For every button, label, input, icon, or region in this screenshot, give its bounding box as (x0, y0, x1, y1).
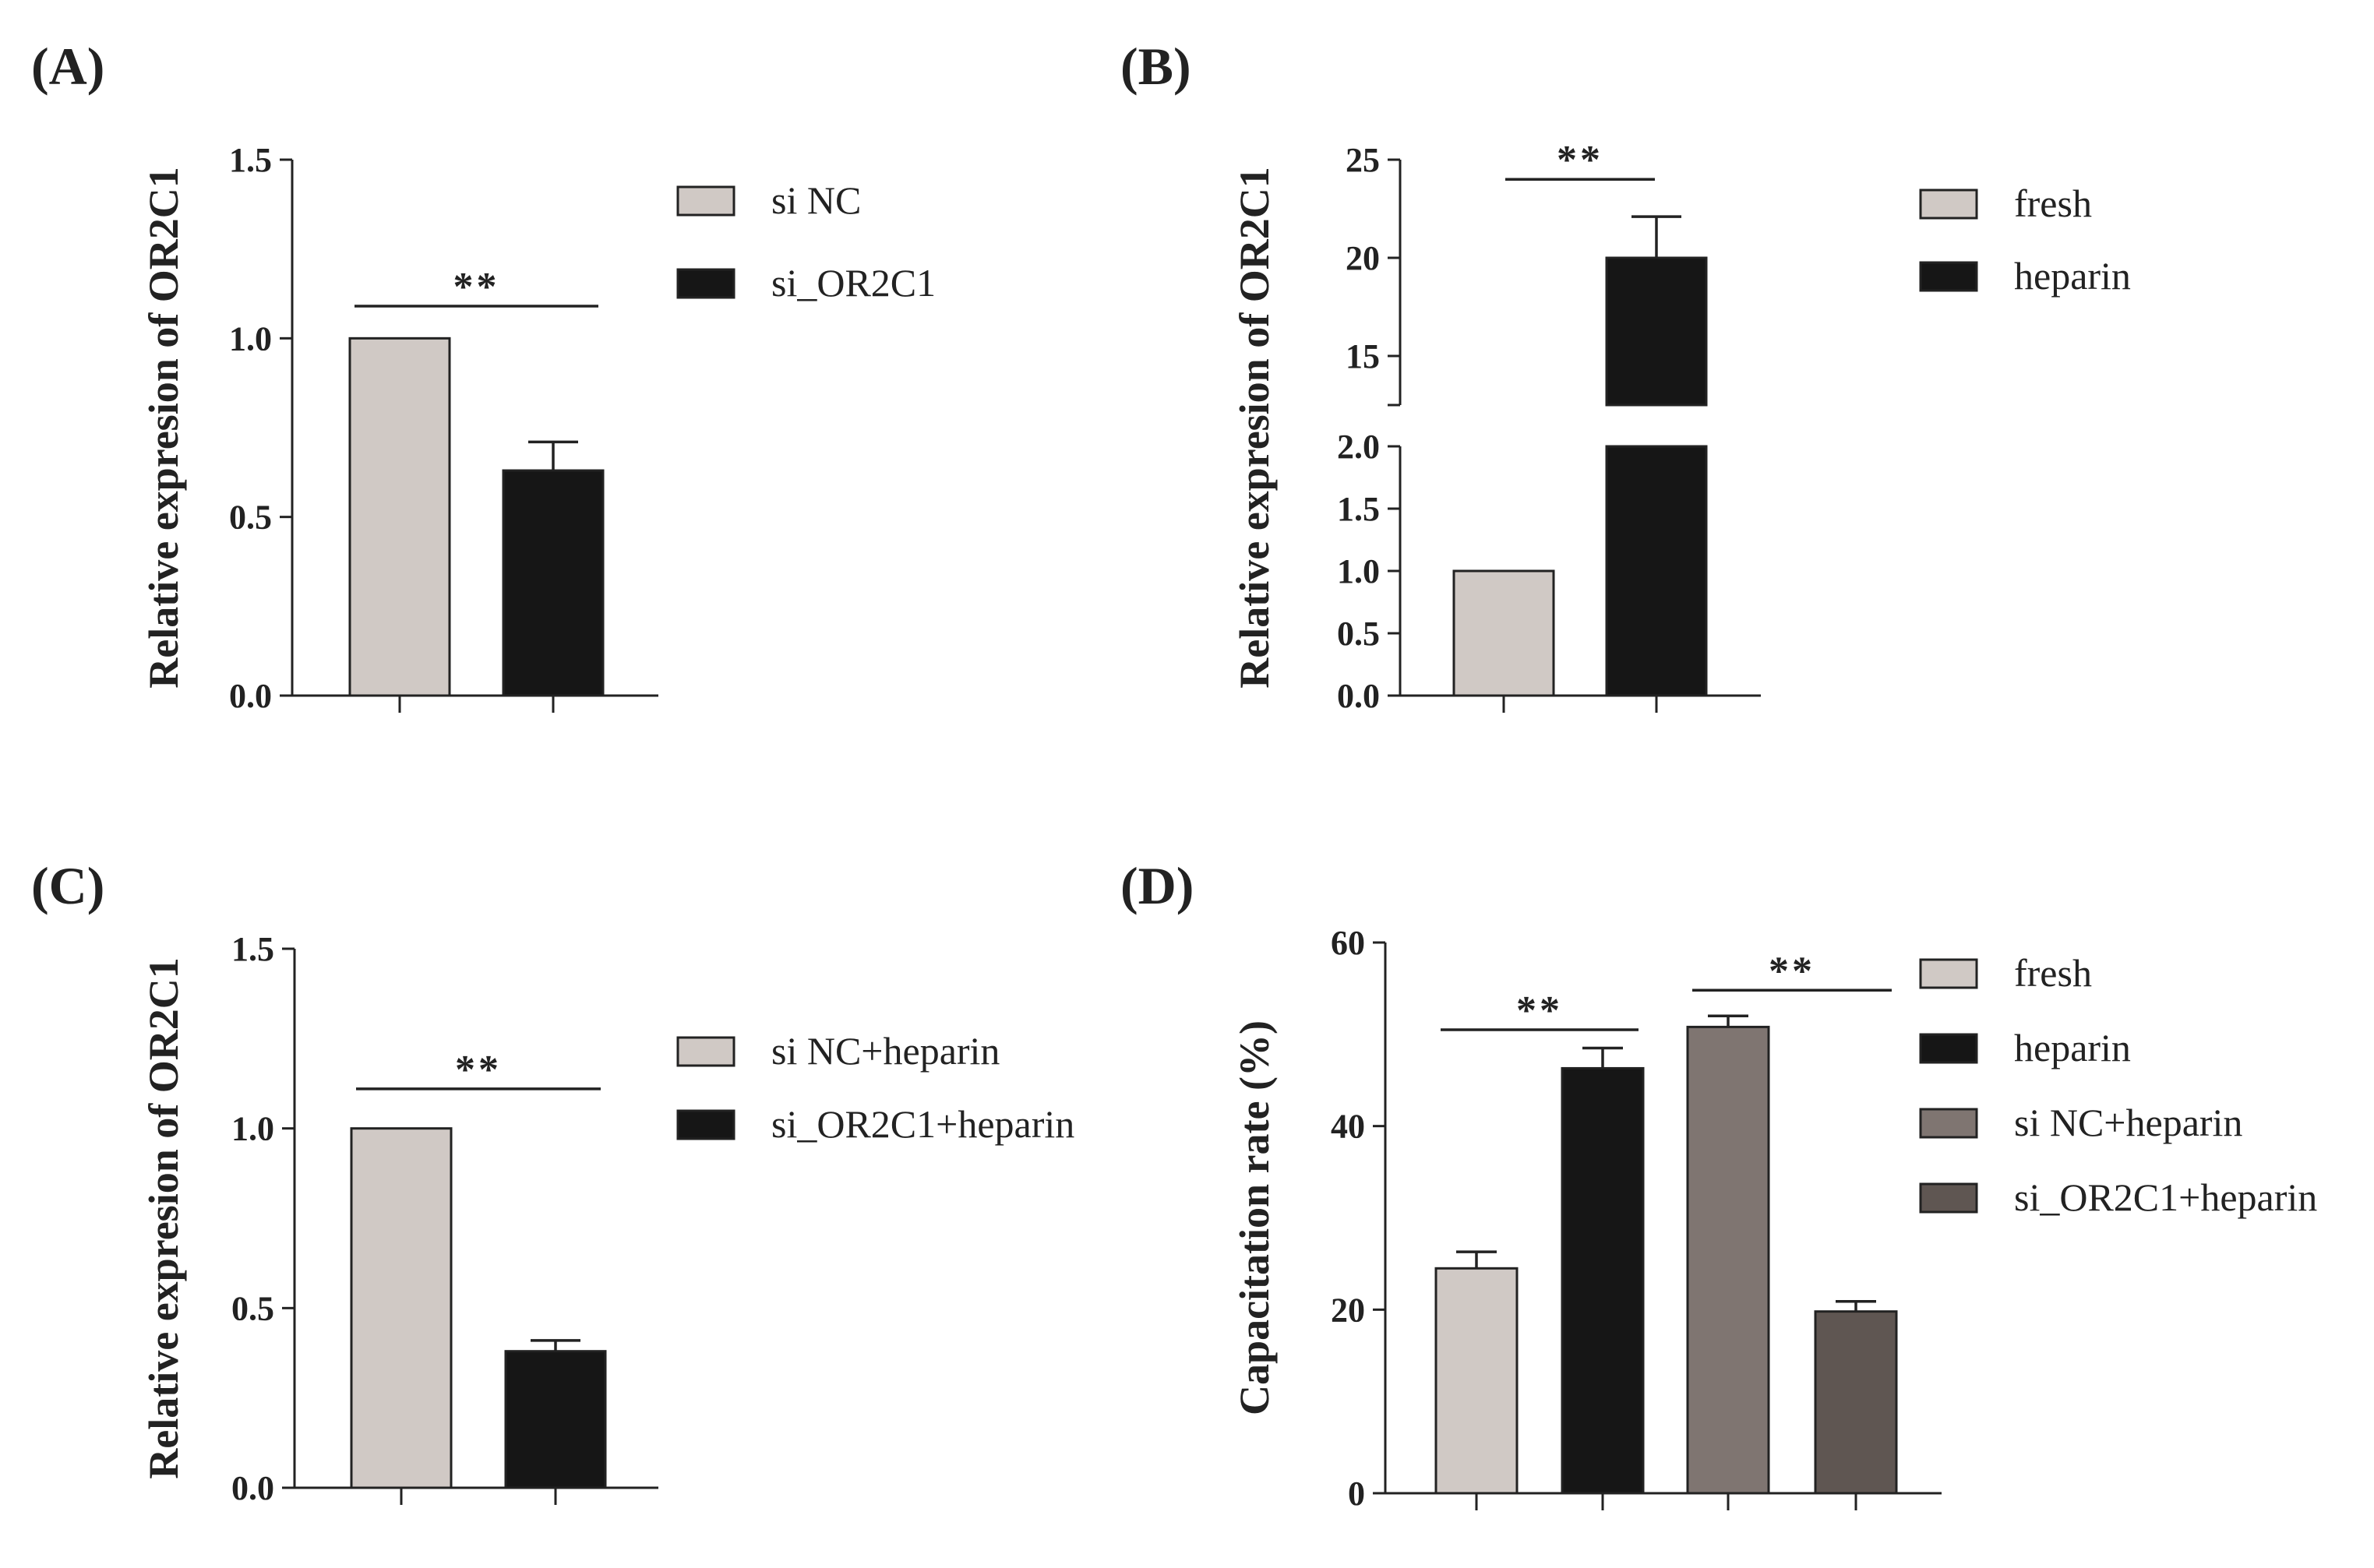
legend-label: si NC (771, 178, 861, 222)
legend-label: si NC+heparin (2014, 1101, 2242, 1144)
y-axis-title: Relative expresion of OR2C1 (140, 167, 187, 688)
bar (1686, 1025, 1770, 1495)
y-tick-label: 1.0 (1337, 552, 1380, 590)
bar (1814, 1310, 1898, 1495)
legend-label: heparin (2014, 1026, 2131, 1069)
legend-swatch (1919, 1182, 1978, 1214)
y-tick-label: 1.5 (1337, 490, 1380, 528)
panel-label: (A) (31, 37, 104, 96)
legend-swatch (676, 185, 735, 217)
legend-swatch (1919, 189, 1978, 220)
y-tick-label: 1.5 (231, 930, 274, 968)
legend-swatch (676, 1109, 735, 1140)
bar (1434, 1267, 1519, 1495)
bar-upper-segment (1605, 256, 1708, 407)
significance-label: ** (1557, 138, 1603, 182)
bar (350, 1127, 453, 1489)
legend-label: si NC+heparin (771, 1029, 1000, 1073)
panel-d: (D) Capacitation rate (%) 0 20 40 60 ** ** fresh… (1120, 856, 2317, 1513)
significance-label: ** (1769, 949, 1815, 993)
bar (502, 469, 605, 697)
legend-label: si_OR2C1+heparin (2014, 1175, 2317, 1219)
significance-label: ** (453, 265, 500, 309)
legend-swatch (1919, 958, 1978, 989)
y-tick-label: 1.5 (229, 141, 272, 179)
legend-swatch (676, 1036, 735, 1067)
y-tick-label: 60 (1331, 924, 1365, 962)
legend-label: si_OR2C1 (771, 261, 936, 305)
y-tick-label: 2.0 (1337, 428, 1380, 466)
y-tick-label: 20 (1331, 1291, 1365, 1329)
y-tick-label: 0.5 (231, 1289, 274, 1327)
significance-label: ** (1516, 988, 1563, 1033)
legend-label: fresh (2014, 181, 2092, 225)
y-axis-title: Relative expresion of OR2C1 (1231, 167, 1278, 688)
panel-b: (B) Relative expresion of OR2C1 0.0 0.5 1.0 1… (1120, 37, 2131, 715)
y-axis-title: Relative expresion of OR2C1 (140, 957, 187, 1478)
bar (504, 1350, 607, 1489)
legend-swatch (1919, 1108, 1978, 1139)
y-tick-label: 0.0 (231, 1469, 274, 1507)
panel-c: (C) Relative expresion of OR2C1 0.0 0.5 1.0 1… (31, 856, 1074, 1507)
y-tick-label: 20 (1346, 239, 1380, 277)
y-tick-label: 0.5 (1337, 615, 1380, 653)
bar (1452, 569, 1555, 697)
panel-label: (C) (31, 856, 104, 915)
panel-label: (D) (1120, 856, 1194, 915)
y-tick-label: 15 (1346, 337, 1380, 375)
y-tick-label: 0.0 (229, 677, 272, 715)
y-tick-label: 0.5 (229, 499, 272, 537)
y-tick-label: 25 (1346, 141, 1380, 179)
y-tick-label: 0.0 (1337, 677, 1380, 715)
legend-swatch (676, 268, 735, 299)
significance-label: ** (455, 1048, 502, 1092)
legend-label: fresh (2014, 951, 2092, 995)
legend-swatch (1919, 261, 1978, 292)
y-axis-title: Capacitation rate (%) (1231, 1020, 1278, 1415)
y-tick-label: 1.0 (229, 319, 272, 358)
panel-label: (B) (1120, 37, 1191, 96)
y-tick-label: 40 (1331, 1108, 1365, 1146)
bar (348, 337, 451, 697)
legend-label: heparin (2014, 254, 2131, 298)
y-tick-label: 1.0 (231, 1110, 274, 1148)
legend-label: si_OR2C1+heparin (771, 1102, 1074, 1146)
y-tick-label: 0 (1348, 1475, 1365, 1513)
panel-a: (A) Relative expresion of OR2C1 0.0 0.5 1.0 1… (31, 37, 936, 715)
bar (1561, 1066, 1645, 1495)
legend-swatch (1919, 1033, 1978, 1064)
bar-lower-segment (1605, 445, 1708, 697)
